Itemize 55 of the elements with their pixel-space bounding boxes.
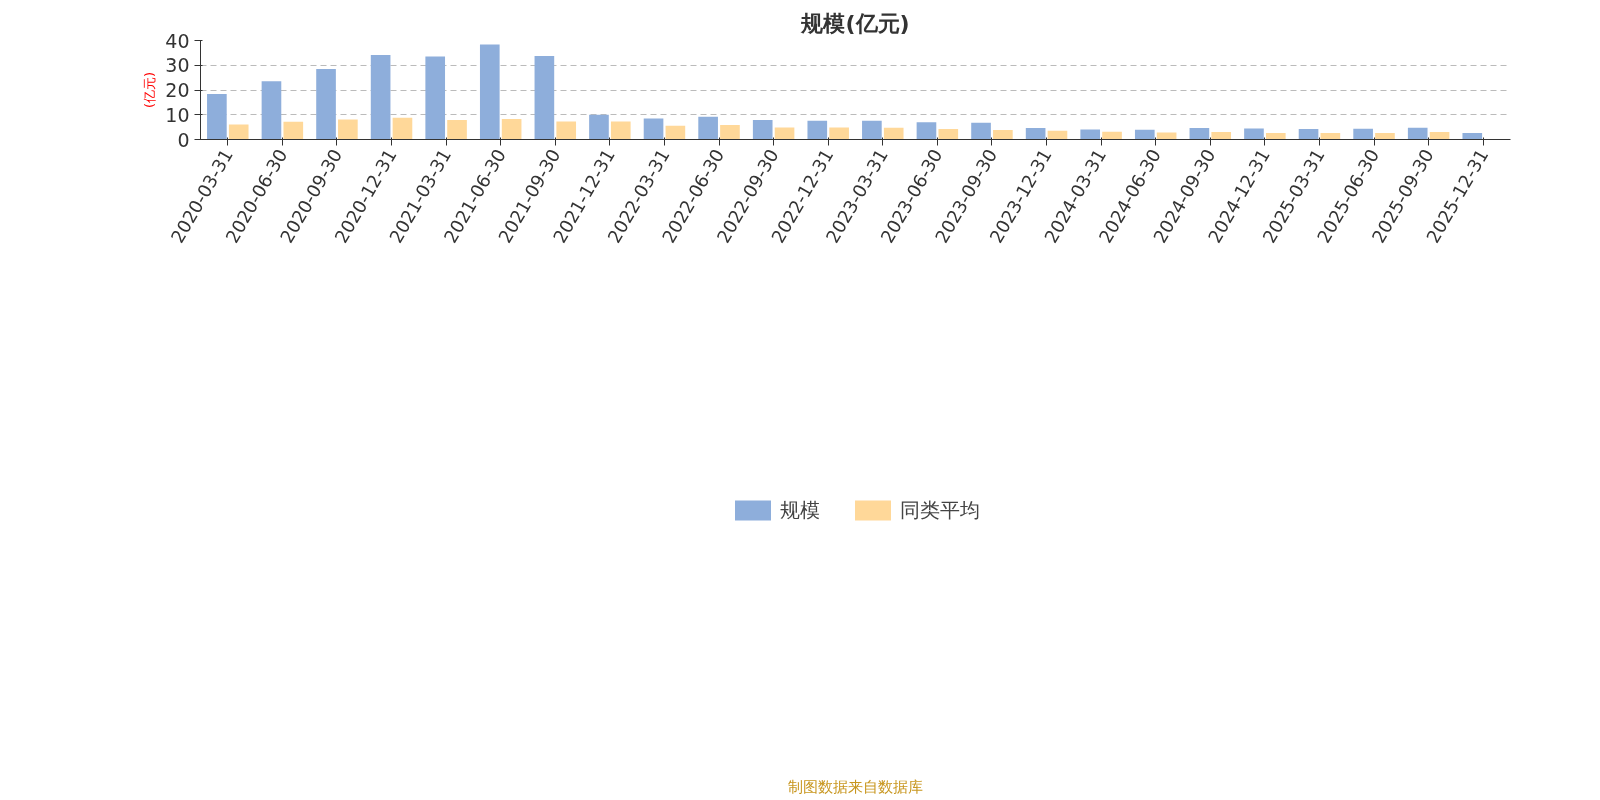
legend-label: 同类平均 [900,496,980,524]
bar [698,116,718,140]
bar [1189,128,1210,140]
bar [261,81,282,140]
bar [338,119,358,140]
y-axis-title: (亿元) [142,71,158,109]
y-tick-label: 40 [165,29,190,52]
chart-title: 规模(亿元) [800,10,910,36]
bar [1211,132,1232,140]
y-tick-label: 10 [165,103,190,126]
bar [1375,133,1395,140]
bar [1407,127,1428,140]
bar [1134,129,1155,140]
bar [1025,128,1046,140]
bar [501,118,522,140]
bar [534,56,555,140]
bar [862,120,882,140]
bar [938,129,959,140]
bar [1353,128,1373,140]
bar [1298,129,1319,140]
bar [665,125,686,140]
bar [316,68,336,140]
bar [1102,131,1122,140]
bar [392,117,413,140]
bar [589,114,609,140]
bar [479,44,500,140]
bar [1429,132,1450,140]
y-tick-label: 20 [165,79,190,101]
legend-label: 规模 [780,496,820,524]
bar [971,122,991,140]
bar [425,56,446,140]
bar [283,121,304,140]
bar [1320,133,1341,140]
bar [720,124,740,140]
bar [916,122,937,140]
y-tick-label: 0 [177,128,190,151]
text: 制图数据来自数据库 [788,777,923,796]
bar [1244,128,1264,140]
bar [610,121,631,140]
bar [774,127,795,140]
bar [829,127,849,140]
bar [1462,133,1483,140]
bar [556,121,577,140]
bar [370,55,391,140]
bar [643,118,664,140]
bar [807,120,828,140]
bar [447,119,467,140]
bar [883,127,904,140]
bar [752,119,773,140]
bar [1080,129,1101,140]
bar [993,130,1013,140]
bar [1265,133,1286,140]
bar [228,124,249,140]
bar [207,93,227,140]
y-tick-label: 30 [165,54,190,77]
